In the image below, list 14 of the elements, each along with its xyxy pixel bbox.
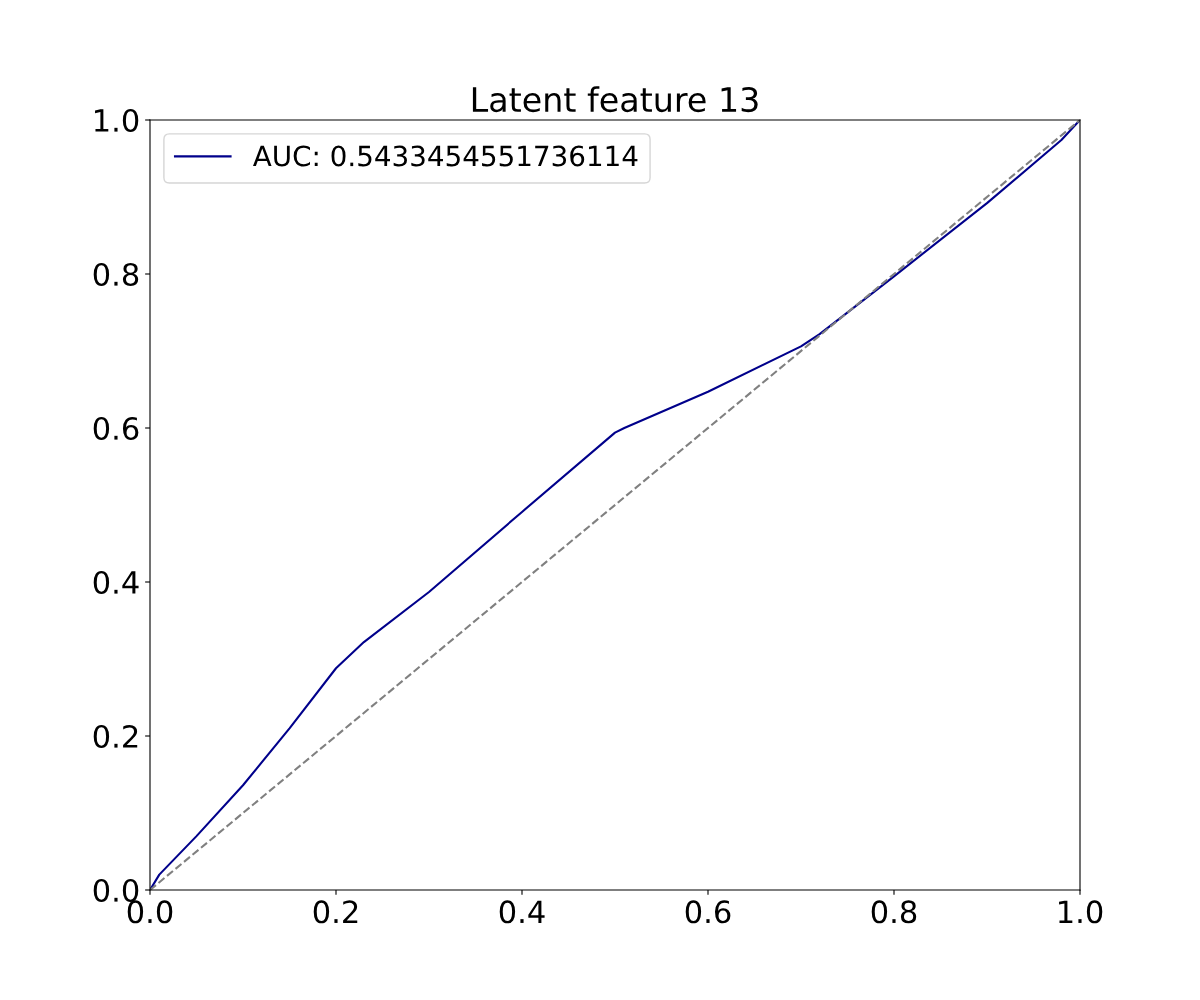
x-tick-label: 0.2	[313, 900, 358, 924]
x-tick-label: 0.8	[871, 900, 917, 924]
chart-title: Latent feature 13	[472, 86, 758, 113]
y-tick-label: 0.0	[93, 878, 139, 903]
legend-label: AUC: 0.5433454551736114	[252, 145, 638, 167]
x-tick-label: 0.0	[127, 900, 173, 924]
y-tick-label: 1.0	[95, 108, 139, 133]
y-tick-label: 0.8	[93, 262, 139, 287]
y-tick-label: 0.4	[93, 570, 139, 595]
x-tick-label: 0.4	[499, 900, 545, 924]
y-tick-label: 0.2	[93, 724, 138, 749]
x-tick-label: 1.0	[1059, 900, 1103, 924]
x-tick-label: 0.6	[685, 900, 731, 924]
y-tick-label: 0.6	[93, 416, 139, 441]
